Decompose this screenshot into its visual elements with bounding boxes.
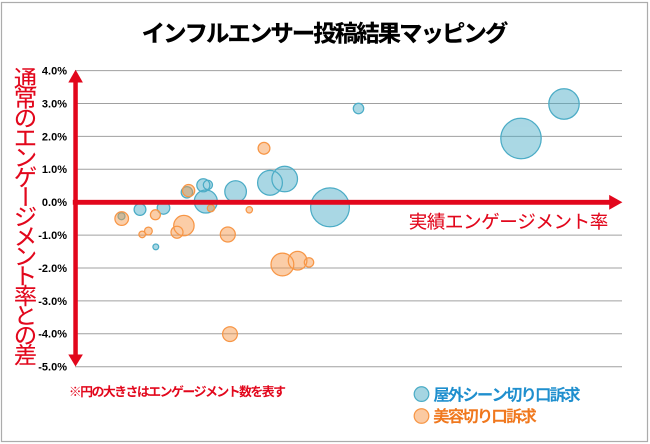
svg-text:-1.0%: -1.0% bbox=[38, 230, 67, 242]
svg-text:0.0%: 0.0% bbox=[42, 197, 67, 209]
svg-text:3.0%: 3.0% bbox=[42, 98, 67, 110]
svg-text:1.0%: 1.0% bbox=[42, 164, 67, 176]
svg-text:-5.0%: -5.0% bbox=[38, 362, 67, 374]
svg-text:-3.0%: -3.0% bbox=[38, 296, 67, 308]
svg-text:4.0%: 4.0% bbox=[42, 66, 67, 78]
svg-text:2.0%: 2.0% bbox=[42, 131, 67, 143]
svg-text:-2.0%: -2.0% bbox=[38, 263, 67, 275]
svg-text:-4.0%: -4.0% bbox=[38, 329, 67, 341]
